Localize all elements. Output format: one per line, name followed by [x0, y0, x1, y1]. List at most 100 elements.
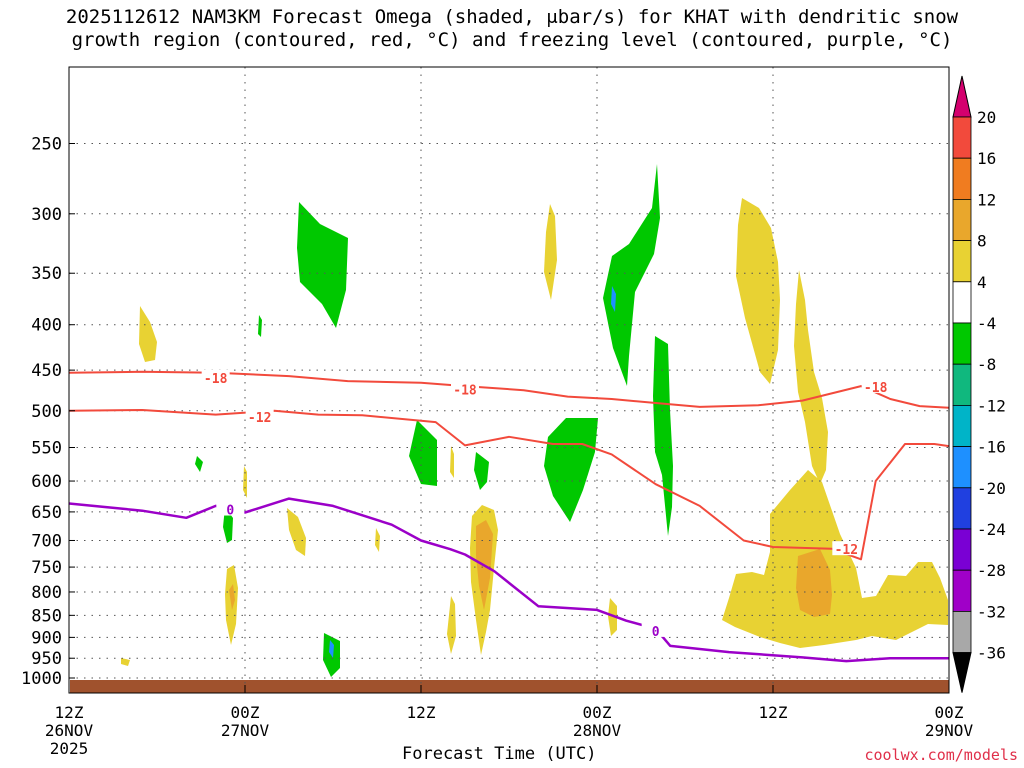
x-tick-label: 00Z — [935, 703, 964, 722]
credit-link[interactable]: coolwx.com/models — [864, 746, 1018, 764]
contour-label-isotherm_m12: -12 — [835, 543, 858, 558]
omega-region-3 — [544, 418, 598, 522]
chart-title-line2: growth region (contoured, red, °C) and f… — [71, 29, 953, 51]
omega-region-29 — [329, 640, 334, 658]
plot-frame — [68, 66, 950, 694]
omega-region-26 — [121, 658, 130, 666]
colorbar-label: 12 — [977, 190, 996, 209]
contour-label-bg — [641, 622, 670, 637]
contour-isotherm_m12 — [69, 409, 949, 561]
y-tick-label: 250 — [31, 135, 62, 155]
colorbar-swatch — [952, 157, 972, 200]
colorbar-label: -8 — [977, 355, 996, 374]
omega-region-18 — [287, 508, 306, 556]
omega-region-9 — [258, 315, 262, 337]
y-tick-label: 550 — [31, 438, 62, 458]
colorbar-label: -32 — [977, 602, 1006, 621]
contour-label-freezing_level: 0 — [652, 625, 660, 640]
contour-label-isotherm_m18: -18 — [864, 381, 888, 396]
omega-region-21 — [447, 596, 456, 654]
omega-region-12 — [722, 470, 948, 648]
omega-region-1 — [603, 164, 660, 386]
x-tick-label: 00Z — [231, 703, 260, 722]
x-tick-date: 27NOV — [221, 721, 270, 740]
terrain-band — [70, 680, 949, 693]
x-tick-date: 26NOV — [45, 721, 94, 740]
contour-label-isotherm_m18: -18 — [453, 383, 477, 398]
colorbar-label: 16 — [977, 149, 996, 168]
omega-region-13 — [796, 549, 832, 617]
y-tick-label: 850 — [31, 606, 62, 626]
x-tick-date: 29NOV — [925, 721, 974, 740]
contour-isotherm_m18 — [69, 370, 949, 409]
omega-region-24 — [243, 466, 247, 498]
x-tick-label: 12Z — [407, 703, 436, 722]
omega-region-15 — [544, 204, 557, 300]
y-tick-label: 350 — [31, 264, 62, 284]
contour-label-bg — [216, 501, 245, 516]
y-axis: 2503003504004505005506006507007508008509… — [21, 135, 75, 689]
omega-region-14 — [139, 306, 157, 362]
omega-region-25 — [608, 598, 617, 636]
contour-layer: -18 -18 -18 -12 -12 0 0 — [69, 369, 949, 663]
x-tick-label: 12Z — [55, 703, 84, 722]
x-tick-label: 00Z — [583, 703, 612, 722]
colorbar-swatch — [952, 446, 972, 489]
colorbar-label: 8 — [977, 232, 987, 251]
colorbar-swatch — [952, 198, 972, 241]
colorbar-swatch — [952, 281, 972, 324]
colorbar-label: -24 — [977, 520, 1006, 539]
contour-label-bg — [832, 541, 861, 556]
colorbar-top-arrow — [952, 75, 972, 118]
x-tick-date: 28NOV — [573, 721, 622, 740]
omega-region-11 — [794, 270, 828, 484]
colorbar-swatch — [952, 528, 972, 571]
colorbar-bottom-arrow — [952, 652, 972, 693]
x-axis-title: Forecast Time (UTC) — [402, 744, 597, 764]
colorbar-swatch — [952, 116, 972, 159]
chart-title-line1: 2025112612 NAM3KM Forecast Omega (shaded… — [65, 6, 959, 28]
y-tick-label: 400 — [31, 316, 62, 336]
y-tick-label: 800 — [31, 583, 62, 603]
colorbar: 20 16 12 8 4 -4 -8 -12 -16 -20 -24 -28 -32 -36 — [952, 75, 1006, 693]
omega-region-10 — [736, 198, 780, 384]
colorbar-swatch — [952, 487, 972, 530]
y-tick-label: 500 — [31, 402, 62, 422]
x-tick-label: 12Z — [759, 703, 788, 722]
y-tick-label: 650 — [31, 503, 62, 523]
colorbar-label: -36 — [977, 644, 1006, 663]
omega-region-2 — [653, 336, 673, 536]
omega-region-0 — [297, 202, 348, 328]
contour-label-isotherm_m18: -18 — [204, 372, 228, 387]
omega-region-5 — [474, 452, 489, 490]
y-tick-label: 750 — [31, 558, 62, 578]
colorbar-swatch — [952, 322, 972, 365]
contour-label-isotherm_m12: -12 — [248, 411, 271, 426]
colorbar-label: -12 — [977, 396, 1006, 415]
omega-region-7 — [223, 507, 233, 543]
colorbar-label: 20 — [977, 108, 996, 127]
y-tick-label: 450 — [31, 361, 62, 381]
contour-label-bg — [861, 378, 890, 393]
colorbar-label: -4 — [977, 314, 996, 333]
omega-region-8 — [195, 456, 203, 472]
omega-shading-layer — [70, 164, 949, 693]
contour-label-bg — [451, 381, 479, 396]
y-tick-label: 600 — [31, 472, 62, 492]
omega-region-20 — [229, 584, 235, 610]
colorbar-label: 4 — [977, 273, 987, 292]
contour-label-bg — [245, 408, 274, 423]
y-tick-label: 1000 — [21, 669, 62, 689]
y-tick-label: 300 — [31, 205, 62, 225]
colorbar-swatch — [952, 569, 972, 612]
y-tick-label: 950 — [31, 649, 62, 669]
contour-label-freezing_level: 0 — [226, 504, 234, 519]
y-tick-label: 900 — [31, 628, 62, 648]
omega-region-4 — [409, 420, 437, 486]
x-tick-year: 2025 — [50, 739, 89, 758]
y-tick-label: 700 — [31, 531, 62, 551]
colorbar-swatch — [952, 363, 972, 406]
omega-region-28 — [611, 286, 616, 312]
